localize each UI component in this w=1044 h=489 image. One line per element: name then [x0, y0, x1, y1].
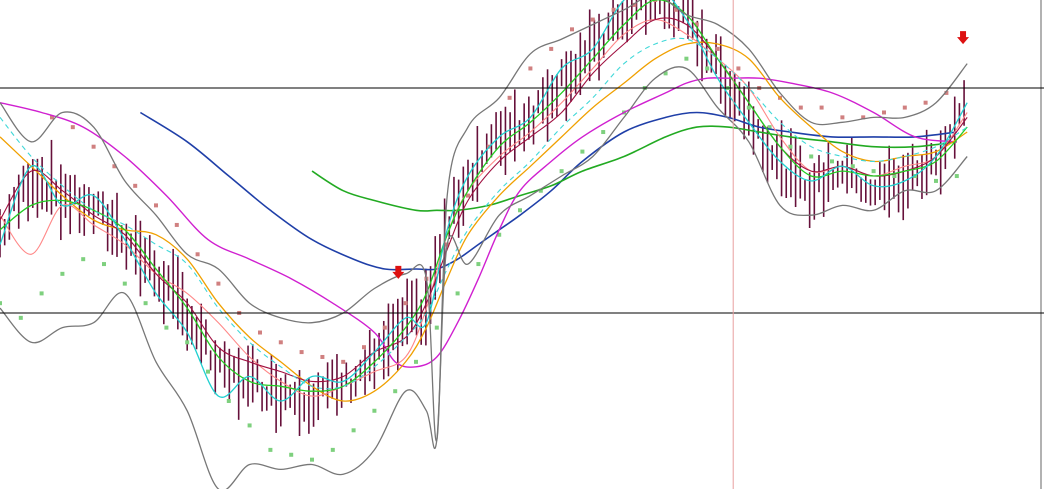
sar-dot: [206, 369, 210, 374]
sar-dot: [455, 291, 460, 296]
sar-dot: [195, 252, 200, 257]
sar-dot: [840, 115, 845, 120]
sar-dot: [18, 315, 23, 320]
sar-dot: [653, 0, 658, 2]
sar-dot: [746, 105, 751, 110]
sar-dot: [538, 188, 543, 193]
sar-dot: [122, 281, 127, 286]
sar-dot: [320, 354, 325, 359]
sar-dot: [923, 100, 928, 105]
indicator-lines-layer: [0, 0, 968, 489]
sar-dot: [185, 340, 190, 345]
sar-dot: [133, 183, 138, 188]
sar-dot: [393, 389, 398, 394]
sar-dot: [528, 66, 533, 71]
sar-dot: [414, 359, 418, 364]
sar-dot: [944, 90, 949, 95]
indicator-line: [0, 77, 957, 368]
sar-dot: [112, 164, 117, 169]
sar-dot: [549, 46, 554, 51]
sar-dot: [102, 262, 106, 267]
sar-dot: [954, 174, 959, 179]
sar-dot: [767, 125, 772, 130]
sar-dot: [174, 222, 179, 227]
sar-dot: [268, 447, 273, 452]
indicator-line: [0, 66, 968, 489]
sar-dot: [466, 193, 470, 198]
sar-dot: [70, 125, 75, 130]
sar-dot: [362, 345, 366, 350]
sar-dot: [330, 447, 335, 452]
sar-dot: [934, 178, 938, 183]
sar-dot: [902, 105, 907, 110]
sar-dot: [892, 174, 897, 179]
sar-dot: [694, 22, 699, 27]
sar-dot: [91, 144, 96, 149]
sar-dot: [580, 149, 585, 154]
sar-dot: [913, 174, 918, 179]
sar-dot: [518, 208, 522, 213]
sar-dot: [0, 301, 2, 306]
sar-dot: [434, 325, 439, 330]
signal-arrows-layer: [392, 31, 970, 279]
indicator-line: [0, 37, 968, 390]
indicator-line: [0, 0, 968, 442]
sell-arrow-1: [392, 265, 405, 279]
sar-dot: [559, 169, 564, 174]
sar-dot: [830, 159, 834, 164]
indicator-line: [0, 0, 968, 402]
sar-dot: [382, 325, 387, 330]
sar-dot: [289, 452, 294, 457]
sar-dot: [601, 130, 606, 135]
sar-dot: [798, 105, 803, 110]
sar-dot: [476, 262, 481, 267]
sar-dot: [570, 27, 574, 32]
sar-dot: [39, 291, 44, 296]
sar-dot: [861, 115, 866, 120]
sar-dot: [497, 232, 502, 237]
sar-dot: [736, 66, 741, 71]
sar-dot: [310, 457, 314, 462]
sar-dot: [372, 408, 377, 413]
sar-dot: [882, 110, 886, 115]
sar-dot: [81, 257, 86, 262]
sar-dot: [226, 398, 231, 403]
sar-dot: [299, 350, 304, 355]
sar-dot: [715, 46, 720, 51]
sar-dot: [278, 340, 283, 345]
sar-dot: [154, 203, 158, 208]
sar-dot: [788, 144, 793, 149]
sar-dot: [351, 428, 356, 433]
sar-dot: [258, 330, 262, 335]
sar-dot: [632, 2, 637, 7]
sar-dot: [403, 301, 408, 306]
sar-dot: [850, 164, 855, 169]
sar-dot: [60, 271, 65, 276]
sar-dot: [216, 281, 221, 286]
sar-dot: [507, 95, 512, 100]
indicator-line: [0, 0, 968, 392]
candles-layer: [0, 0, 965, 436]
sar-dot: [611, 7, 616, 12]
sar-dot: [819, 105, 824, 110]
sar-dot: [674, 7, 678, 12]
sar-dot: [663, 71, 668, 76]
sar-dot: [871, 169, 876, 174]
sar-dot: [809, 154, 814, 159]
sell-arrow-2: [957, 31, 970, 45]
sar-dot: [684, 56, 689, 61]
sar-dot: [50, 115, 54, 120]
sar-dot: [164, 325, 169, 330]
indicator-line: [0, 17, 968, 383]
sar-dot: [590, 17, 595, 22]
sar-dot: [341, 359, 346, 364]
sar-dot: [705, 66, 710, 71]
sar-dot: [143, 301, 148, 306]
indicator-line: [0, 41, 968, 402]
sar-dot: [247, 423, 252, 428]
